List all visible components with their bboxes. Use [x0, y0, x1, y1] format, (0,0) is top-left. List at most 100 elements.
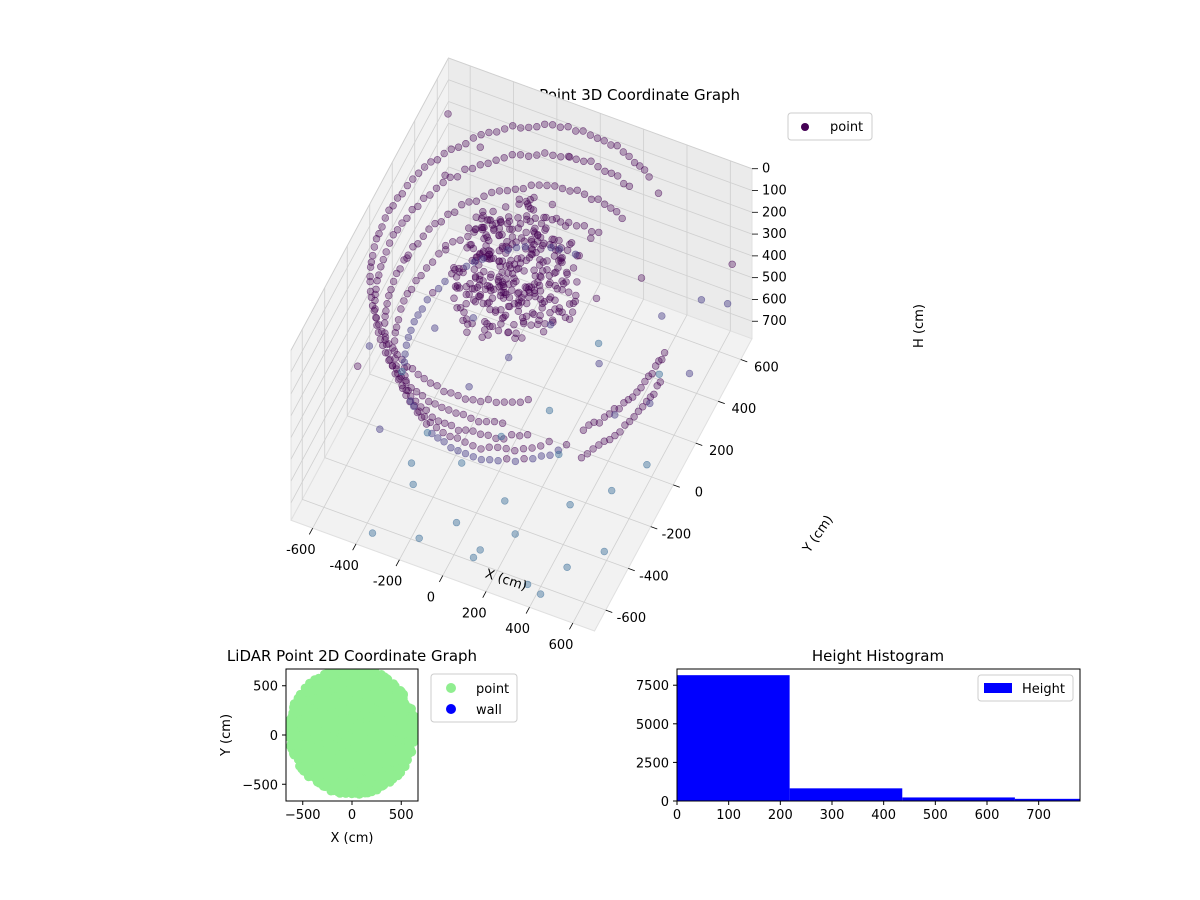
point-3d	[593, 134, 602, 142]
point-3d	[495, 224, 504, 233]
point-3d	[462, 262, 471, 270]
point-3d	[508, 431, 516, 439]
point-3d	[536, 590, 545, 598]
histogram-bar	[1014, 798, 1080, 801]
point-3d	[446, 432, 454, 441]
point-3d	[354, 362, 362, 370]
tick-label-h: 100	[762, 184, 787, 199]
point-3d	[637, 274, 646, 282]
point-3d	[520, 455, 528, 463]
point-3d	[439, 178, 447, 187]
point-3d	[565, 315, 574, 323]
point-3d	[406, 397, 415, 405]
point-2d	[376, 670, 386, 679]
point-3d	[398, 190, 406, 198]
point-3d	[533, 122, 541, 131]
tick-y	[718, 400, 725, 405]
point-3d	[595, 359, 603, 368]
point-3d	[420, 374, 428, 383]
point-3d	[685, 369, 694, 378]
point-3d	[533, 151, 541, 159]
point-2d	[367, 754, 377, 764]
point-3d	[557, 153, 565, 161]
point-3d	[619, 148, 627, 156]
chart-3d-y-axis-label: Y (cm)	[800, 513, 837, 557]
point-3d	[402, 378, 410, 387]
point-3d	[515, 432, 524, 440]
point-3d	[572, 155, 580, 163]
point-3d	[433, 156, 442, 164]
chart-3d-legend-marker	[801, 123, 809, 131]
point-3d	[398, 367, 406, 376]
tick-label-h: 700	[762, 314, 787, 329]
point-3d	[543, 181, 551, 190]
grid-line-h	[448, 166, 753, 279]
point-3d	[453, 281, 462, 290]
point-3d	[503, 238, 511, 246]
point-3d	[494, 443, 502, 452]
point-3d	[586, 131, 595, 139]
point-3d	[546, 309, 554, 317]
point-2d	[357, 723, 367, 733]
grid-line-h	[290, 79, 449, 373]
point-3d	[381, 333, 390, 341]
point-3d	[447, 145, 455, 153]
tick-label-h: 0	[762, 162, 770, 177]
tick-y	[650, 526, 658, 530]
point-2d	[356, 730, 366, 740]
point-3d	[645, 173, 653, 181]
point-3d	[589, 445, 597, 453]
tick-label-y: 600	[754, 360, 779, 375]
grid-line-h	[448, 101, 753, 213]
point-3d	[573, 186, 581, 195]
point-3d	[375, 271, 383, 279]
grid-line-h	[290, 166, 449, 460]
point-3d	[590, 418, 598, 426]
point-3d	[471, 274, 480, 282]
point-3d	[444, 110, 452, 118]
point-3d	[545, 437, 553, 446]
histogram-bar	[902, 797, 1015, 801]
point-3d	[396, 265, 404, 273]
point-3d	[533, 237, 542, 246]
point-3d	[467, 414, 475, 422]
chart-2d-y-axis-label: Y (cm)	[219, 714, 234, 757]
point-3d	[488, 188, 496, 197]
grid-line-h	[448, 210, 753, 322]
point-3d	[545, 280, 553, 289]
point-3d	[441, 277, 449, 286]
chart-2d: LiDAR Point 2D Coordinate Graph −500 0 500…	[219, 647, 518, 846]
point-3d	[492, 306, 500, 314]
point-2d	[339, 770, 348, 780]
chart-3d-legend-frame	[787, 112, 873, 141]
point-2d	[343, 736, 353, 746]
chart-histogram-title: Height Histogram	[812, 647, 944, 665]
point-3d	[378, 223, 386, 231]
point-3d	[651, 362, 660, 370]
point-2d	[315, 718, 325, 728]
point-3d	[488, 322, 497, 331]
point-3d	[454, 426, 463, 435]
point-3d	[515, 301, 523, 310]
point-3d	[633, 388, 641, 396]
point-3d	[546, 278, 554, 287]
point-3d	[465, 290, 473, 298]
point-3d	[545, 406, 554, 415]
point-2d	[346, 767, 356, 777]
point-2d	[356, 739, 366, 748]
point-3d	[429, 289, 437, 297]
point-3d	[497, 432, 505, 441]
point-2d	[372, 780, 381, 790]
point-3d	[579, 157, 588, 166]
point-2d	[295, 715, 305, 725]
point-3d	[600, 547, 608, 556]
point-3d	[501, 497, 509, 505]
point-3d	[644, 372, 653, 380]
point-3d	[372, 314, 381, 322]
point-3d	[613, 142, 621, 150]
point-3d	[398, 219, 406, 227]
point-3d	[467, 240, 475, 249]
point-3d	[516, 398, 524, 406]
point-3d	[497, 218, 505, 227]
chart-2d-x-axis-label: X (cm)	[331, 831, 374, 846]
